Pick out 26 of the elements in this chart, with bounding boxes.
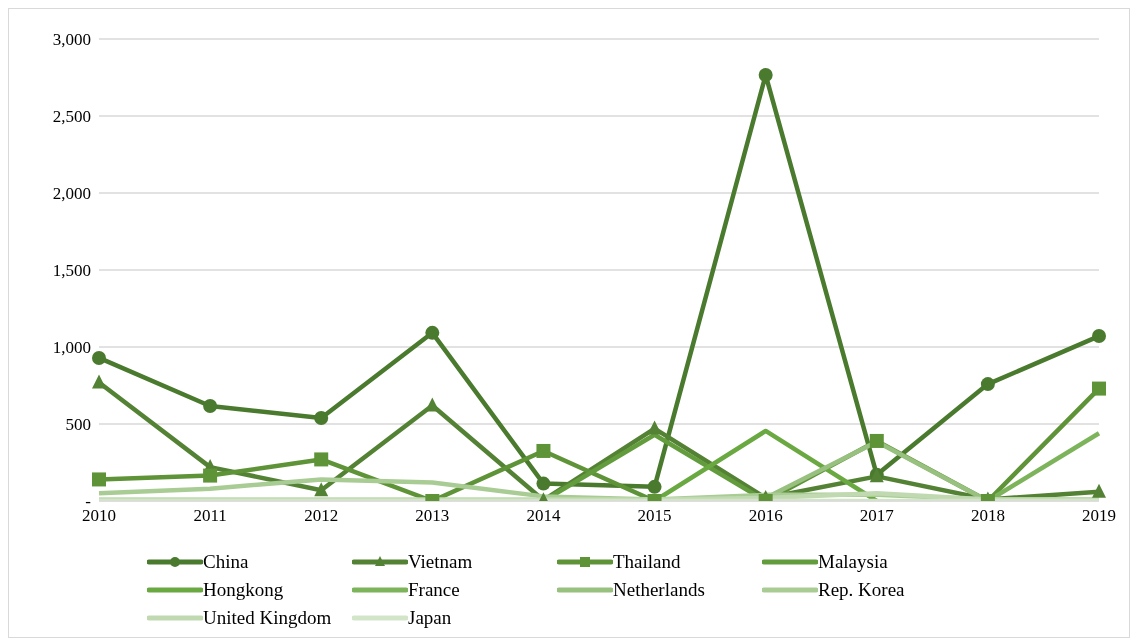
x-tick-label: 2019 <box>1082 506 1116 526</box>
legend-label: Vietnam <box>408 551 473 573</box>
x-tick-label: 2014 <box>526 506 561 526</box>
legend-label: Malaysia <box>818 551 888 573</box>
legend-label: Japan <box>408 607 452 629</box>
legend-label: Rep. Korea <box>818 579 905 601</box>
legend-label: China <box>203 551 249 573</box>
y-tick-label: 1,000 <box>52 338 91 358</box>
legend-label: Hongkong <box>203 579 284 601</box>
legend-label: France <box>408 579 460 601</box>
x-tick-label: 2018 <box>970 506 1005 526</box>
x-tick-label: 2015 <box>637 506 672 526</box>
y-tick-label: 3,000 <box>52 30 91 50</box>
y-tick-label: 500 <box>65 415 91 435</box>
x-tick-label: 2012 <box>304 506 339 526</box>
x-tick-label: 2016 <box>748 506 783 526</box>
legend-label: Netherlands <box>613 579 705 601</box>
x-tick-label: 2013 <box>415 506 450 526</box>
y-tick-label: 2,500 <box>52 107 91 127</box>
legend-label: United Kingdom <box>203 607 332 629</box>
y-tick-label: 1,500 <box>52 261 91 281</box>
x-tick-label: 2011 <box>193 506 227 526</box>
x-tick-label: 2017 <box>859 506 895 526</box>
legend-label: Thailand <box>613 551 681 573</box>
x-tick-label: 2010 <box>82 506 116 526</box>
y-tick-label: 2,000 <box>52 184 91 204</box>
